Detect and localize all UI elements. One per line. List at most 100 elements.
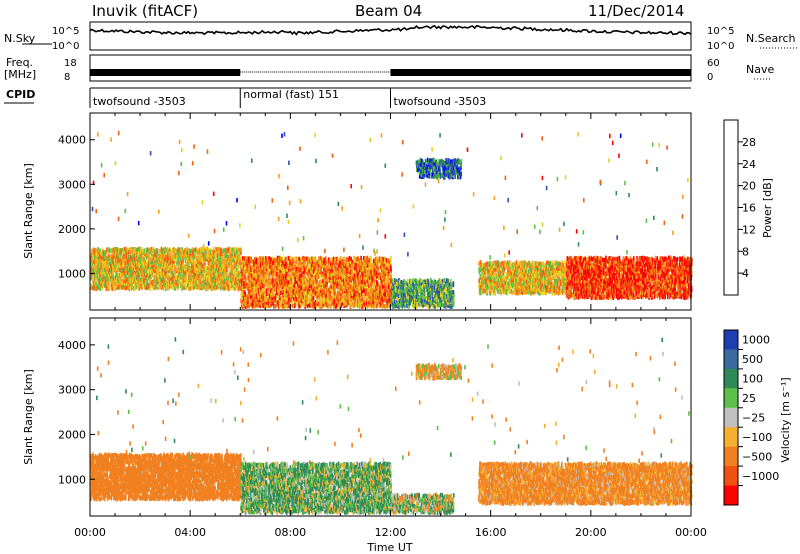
heatmap-cell <box>244 297 247 302</box>
heatmap-cell <box>322 260 325 265</box>
heatmap-cell <box>288 272 291 277</box>
heatmap-cell <box>180 264 183 270</box>
heatmap-cell <box>110 266 113 272</box>
heatmap-cell <box>241 300 244 305</box>
heatmap-cell <box>193 254 196 260</box>
heatmap-cell <box>337 297 340 302</box>
heatmap-cell <box>233 257 235 263</box>
heatmap-cell <box>134 247 137 252</box>
heatmap-cell <box>343 301 345 307</box>
heatmap-cell <box>189 249 192 254</box>
heatmap-cell <box>93 268 95 273</box>
heatmap-cell <box>407 278 409 284</box>
heatmap-cell <box>332 291 335 297</box>
heatmap-cell <box>290 297 292 302</box>
heatmap-cell <box>214 246 217 252</box>
heatmap-cell <box>143 269 145 275</box>
heatmap-cell <box>108 286 110 291</box>
heatmap-cell <box>362 282 364 287</box>
heatmap-cell <box>175 248 177 254</box>
heatmap-cell <box>333 294 335 299</box>
heatmap-cell <box>214 260 217 265</box>
heatmap-cell <box>94 259 97 264</box>
heatmap-cell <box>405 287 407 292</box>
heatmap-cell <box>321 293 323 299</box>
heatmap-cell <box>381 261 384 267</box>
heatmap-cell <box>151 264 154 270</box>
heatmap-cell <box>106 264 108 269</box>
heatmap-cell <box>285 269 287 275</box>
heatmap-cell <box>243 281 245 286</box>
heatmap-cell <box>370 301 372 307</box>
heatmap-cell <box>135 284 138 290</box>
heatmap-cell <box>227 257 230 263</box>
heatmap-cell <box>349 304 352 309</box>
heatmap-cell <box>266 297 268 303</box>
heatmap-cell <box>292 288 295 293</box>
heatmap-cell <box>265 300 268 305</box>
heatmap-cell <box>181 282 183 288</box>
heatmap-cell <box>300 261 303 266</box>
heatmap-cell <box>238 263 241 268</box>
heatmap-cell <box>384 304 387 309</box>
heatmap-cell <box>312 296 315 301</box>
heatmap-cell <box>350 291 353 296</box>
heatmap-cell <box>303 259 306 264</box>
heatmap-cell <box>213 283 216 288</box>
heatmap-cell <box>185 279 188 284</box>
heatmap-cell <box>319 267 321 273</box>
heatmap-cell <box>242 278 244 283</box>
heatmap-cell <box>308 273 311 278</box>
heatmap-cell <box>164 282 166 287</box>
heatmap-cell <box>290 259 293 264</box>
heatmap-cell <box>248 292 250 297</box>
heatmap-cell <box>362 293 364 298</box>
heatmap-cell <box>211 279 213 284</box>
heatmap-cell <box>361 304 364 309</box>
heatmap-cell <box>297 257 299 262</box>
heatmap-cell <box>327 298 329 303</box>
heatmap-cell <box>126 272 129 278</box>
heatmap-cell <box>182 259 184 265</box>
heatmap-cell <box>310 267 313 272</box>
heatmap-cell <box>94 274 96 279</box>
heatmap-cell <box>293 296 295 301</box>
heatmap-cell <box>217 247 220 252</box>
heatmap-cell <box>318 285 321 290</box>
heatmap-cell <box>302 279 304 285</box>
heatmap-cell <box>345 264 347 270</box>
heatmap-cell <box>218 267 220 272</box>
heatmap-cell <box>383 259 386 264</box>
heatmap-cell <box>355 262 358 267</box>
heatmap-cell <box>348 281 351 286</box>
heatmap-cell <box>265 258 268 263</box>
heatmap-cell <box>393 289 396 295</box>
heatmap-cell <box>389 273 391 279</box>
heatmap-cell <box>165 262 168 267</box>
heatmap-cell <box>338 281 340 286</box>
heatmap-cell <box>364 255 367 261</box>
heatmap-cell <box>345 267 347 272</box>
heatmap-cell <box>136 274 139 279</box>
heatmap-cell <box>97 262 99 267</box>
heatmap-cell <box>312 288 314 293</box>
heatmap-cell <box>387 258 390 263</box>
heatmap-cell <box>301 263 303 269</box>
heatmap-cell <box>160 271 163 277</box>
heatmap-cell <box>316 291 318 296</box>
heatmap-cell <box>158 277 161 282</box>
heatmap-cell <box>347 289 349 295</box>
heatmap-cell <box>171 247 174 253</box>
heatmap-cell <box>397 289 400 294</box>
heatmap-cell <box>339 267 341 272</box>
heatmap-cell <box>365 285 367 290</box>
heatmap-cell <box>382 300 384 305</box>
heatmap-cell <box>99 248 101 253</box>
heatmap-cell <box>200 257 203 262</box>
heatmap-cell <box>194 268 197 273</box>
heatmap-cell <box>357 276 360 282</box>
heatmap-cell <box>191 280 194 285</box>
heatmap-cell <box>170 260 172 266</box>
heatmap-cell <box>190 282 192 288</box>
heatmap-cell <box>313 274 315 279</box>
